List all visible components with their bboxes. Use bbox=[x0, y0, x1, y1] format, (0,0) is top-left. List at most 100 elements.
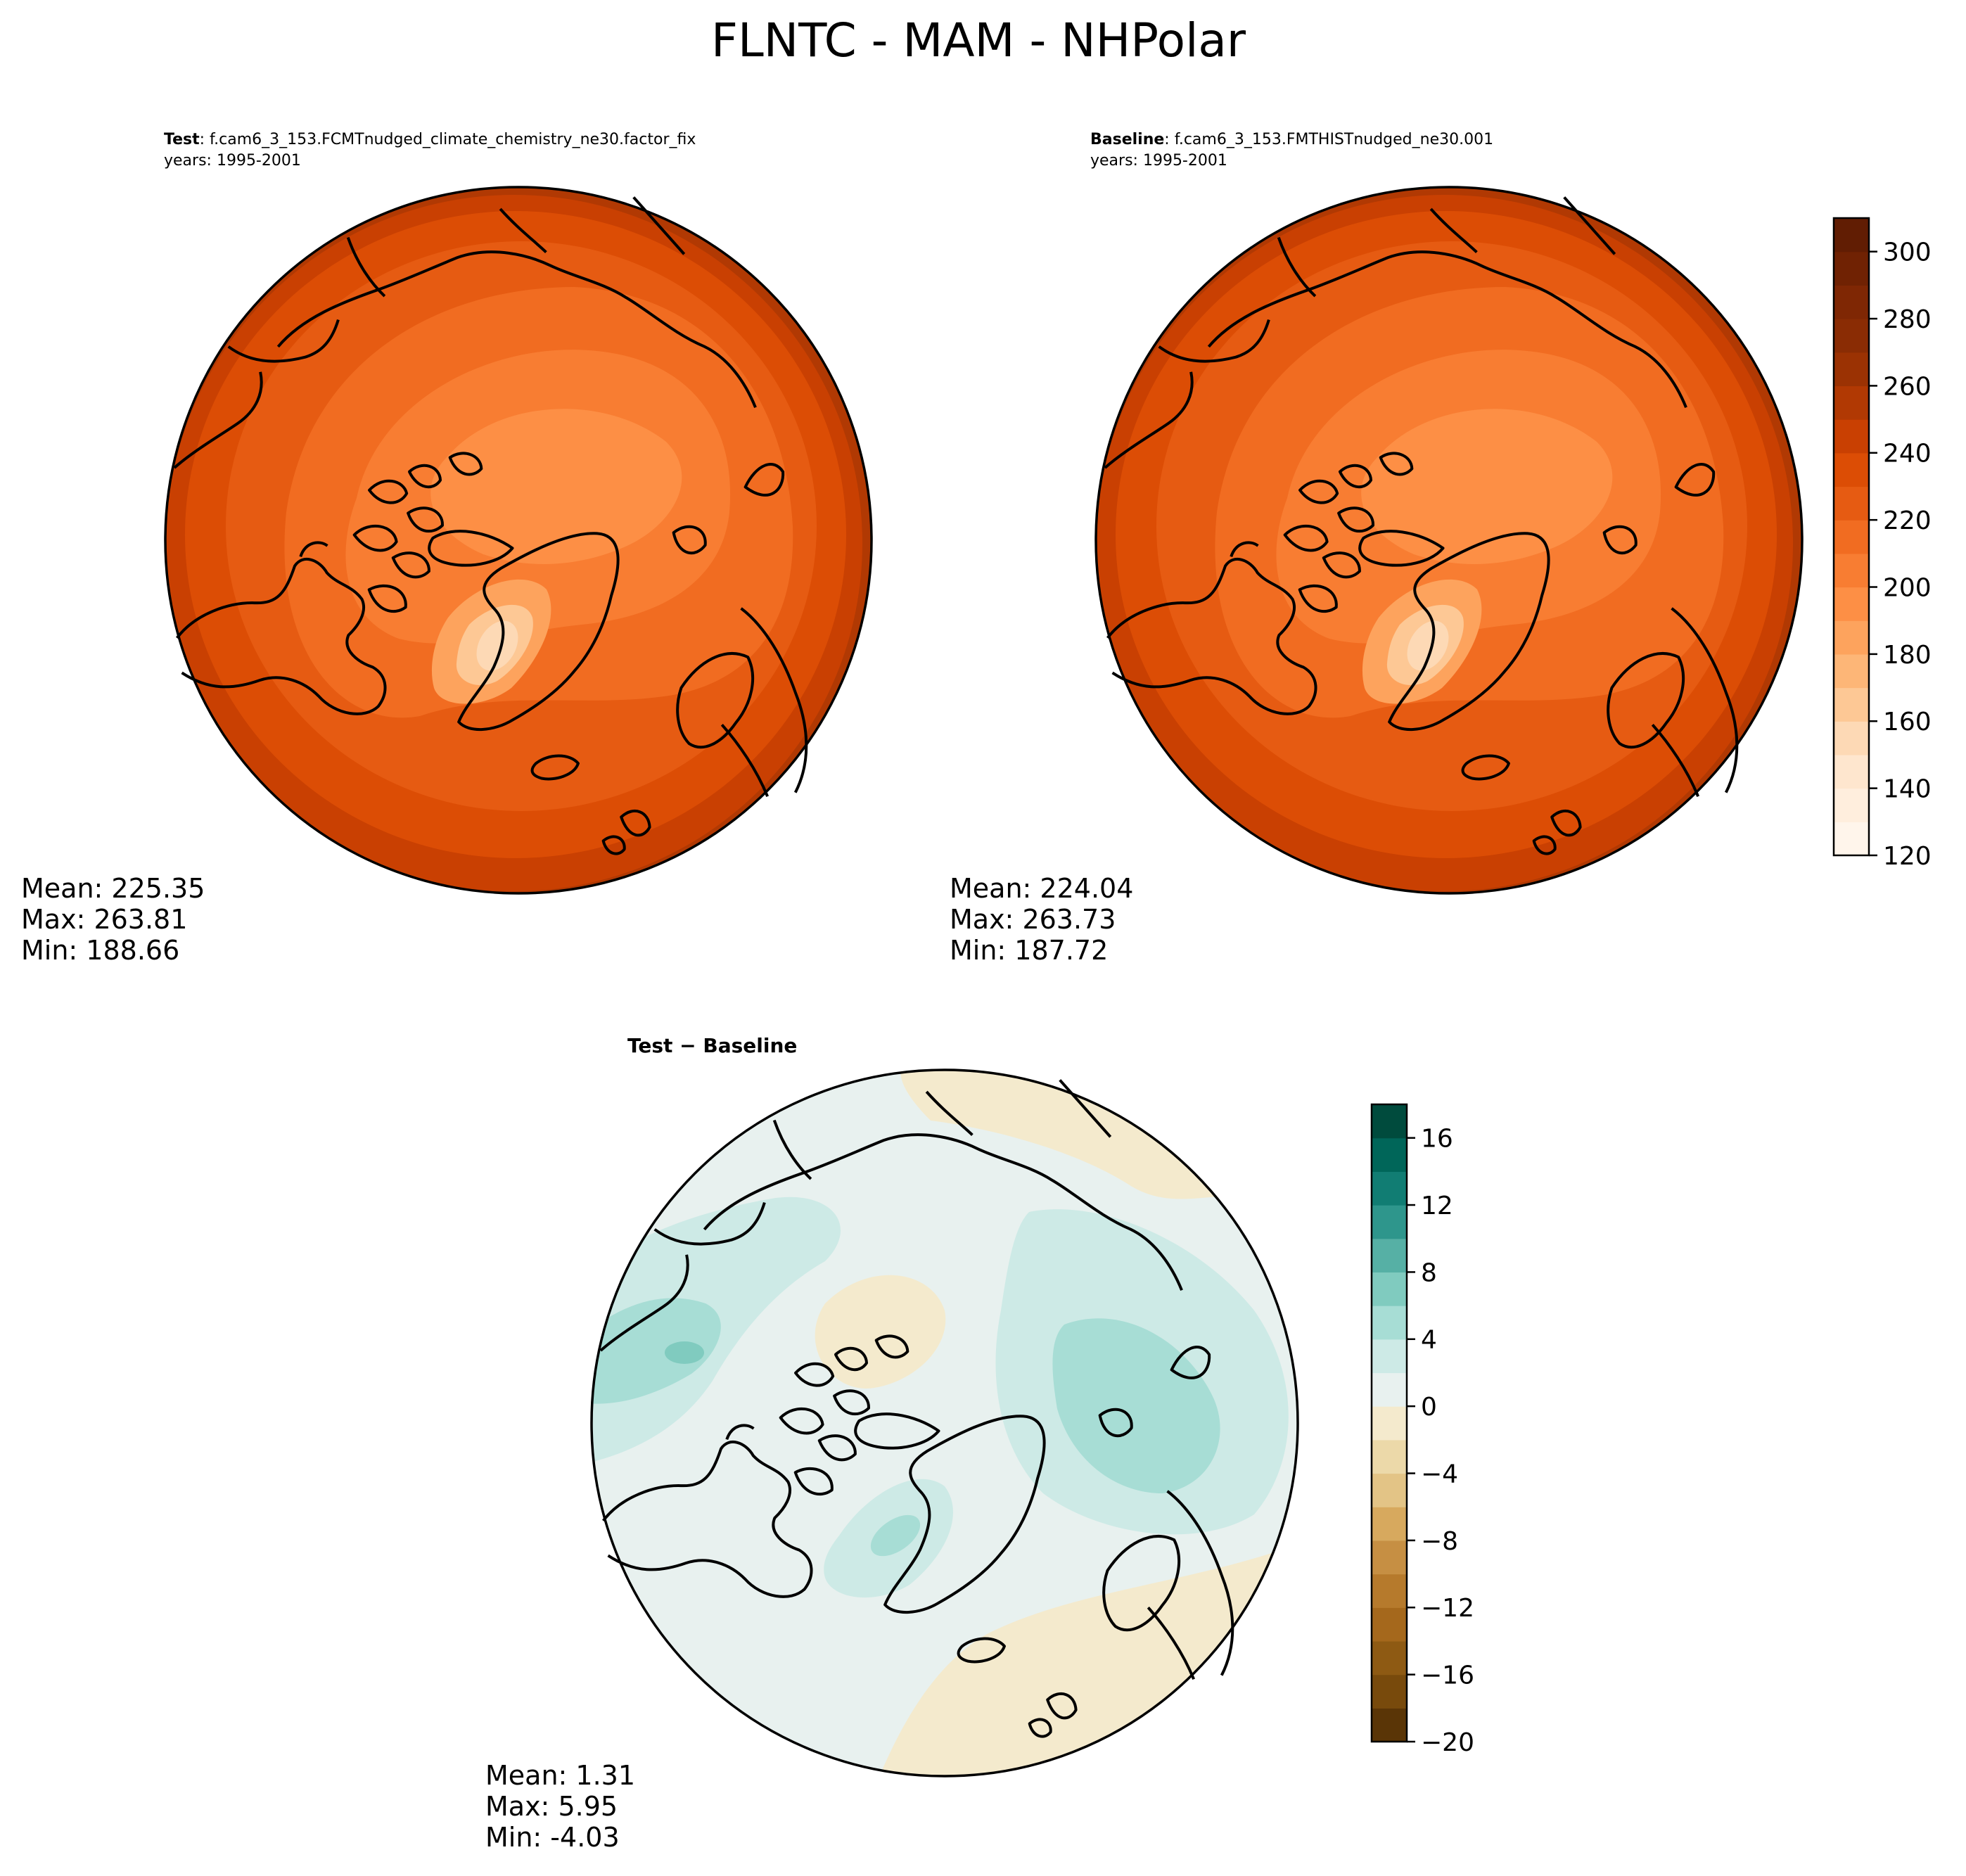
colorbar-tick-label: 120 bbox=[1883, 842, 1932, 871]
colorbar-segment bbox=[1834, 452, 1869, 487]
colorbar-segment bbox=[1834, 486, 1869, 521]
colorbar-frame bbox=[1370, 1103, 1408, 1743]
colorbar-segment bbox=[1834, 285, 1869, 319]
colorbar-segment bbox=[1372, 1674, 1407, 1709]
colorbar-tick-label: 0 bbox=[1421, 1393, 1437, 1422]
colorbar-tick-label: 180 bbox=[1883, 641, 1932, 670]
contour-band bbox=[870, 1514, 921, 1557]
contour-band bbox=[900, 1070, 1240, 1199]
baseline-min: Min: 187.72 bbox=[950, 935, 1108, 966]
test-contour-field bbox=[165, 187, 872, 893]
diff-contour-field bbox=[592, 1070, 1298, 1776]
colorbar-tick-label: −12 bbox=[1421, 1594, 1474, 1623]
colorbar-segment bbox=[1834, 687, 1869, 722]
contour-band bbox=[815, 1275, 946, 1389]
contour-band bbox=[665, 1341, 704, 1364]
colorbar-segment bbox=[1372, 1507, 1407, 1541]
colorbar-segment bbox=[1372, 1137, 1407, 1172]
colorbar-segment bbox=[1834, 218, 1869, 253]
colorbar-segment bbox=[1834, 319, 1869, 353]
colorbar-segment bbox=[1834, 587, 1869, 621]
diff-map-boundary bbox=[590, 1068, 1299, 1778]
colorbar-tick-label: −4 bbox=[1421, 1460, 1458, 1488]
colorbar-segment bbox=[1372, 1473, 1407, 1507]
colorbar-segment bbox=[1372, 1306, 1407, 1340]
colorbar-segment bbox=[1372, 1439, 1407, 1474]
baseline-mean: Mean: 224.04 bbox=[950, 873, 1133, 904]
colorbar-segment bbox=[1834, 352, 1869, 387]
contour-band bbox=[1052, 1318, 1220, 1493]
colorbar-tick-label: 16 bbox=[1421, 1125, 1453, 1154]
baseline-years: years: 1995-2001 bbox=[1090, 152, 1227, 170]
colorbar-segment bbox=[1834, 721, 1869, 755]
colorbar-tick-label: 220 bbox=[1883, 506, 1932, 535]
diff-mean: Mean: 1.31 bbox=[485, 1760, 635, 1791]
baseline-max: Max: 263.73 bbox=[950, 904, 1116, 935]
test-panel-label: Test: f.cam6_3_153.FCMTnudged_climate_ch… bbox=[164, 131, 696, 148]
colorbar-segment bbox=[1372, 1171, 1407, 1206]
diff-max: Max: 5.95 bbox=[485, 1791, 618, 1822]
diff-map bbox=[592, 1070, 1298, 1776]
colorbar-segment bbox=[1834, 385, 1869, 420]
contour-band bbox=[476, 620, 518, 671]
baseline-map-boundary bbox=[1094, 186, 1804, 895]
colorbar-tick-label: 300 bbox=[1883, 238, 1932, 267]
colorbar-segment bbox=[1372, 1607, 1407, 1642]
diff-panel: Test − Baseline Mean: 1.31 Max: 5.95 Min… bbox=[485, 1034, 1299, 1853]
test-label-bold: Test bbox=[164, 131, 200, 148]
colorbar-tick-label: 260 bbox=[1883, 372, 1932, 401]
contour-band bbox=[430, 409, 682, 564]
test-map-boundary bbox=[164, 186, 873, 895]
colorbar-tick-label: 280 bbox=[1883, 305, 1932, 334]
colorbar-tick-label: 4 bbox=[1421, 1326, 1437, 1355]
colorbar-segment bbox=[1372, 1205, 1407, 1239]
colorbar-tick-label: 160 bbox=[1883, 708, 1932, 736]
colorbar-segment bbox=[1372, 1372, 1407, 1407]
colorbar-tick-label: −20 bbox=[1421, 1728, 1474, 1757]
test-min: Min: 188.66 bbox=[21, 935, 179, 966]
test-years: years: 1995-2001 bbox=[164, 152, 301, 170]
baseline-panel-label: Baseline: f.cam6_3_153.FMTHISTnudged_ne3… bbox=[1090, 131, 1493, 148]
baseline-label-bold: Baseline bbox=[1090, 131, 1164, 148]
baseline-contour-field bbox=[1096, 187, 1802, 893]
baseline-panel: Baseline: f.cam6_3_153.FMTHISTnudged_ne3… bbox=[950, 131, 1804, 966]
colorbar-tick-label: 140 bbox=[1883, 775, 1932, 804]
contour-band bbox=[592, 1298, 721, 1404]
test-map bbox=[165, 187, 872, 893]
colorbar-segment bbox=[1372, 1272, 1407, 1306]
main-colorbar: 120 140 160 180 200 220 240 260 280 300 bbox=[1832, 217, 1932, 871]
colorbar-segment bbox=[1834, 620, 1869, 655]
contour-band bbox=[1407, 620, 1449, 671]
colorbar-tick-label: −16 bbox=[1421, 1661, 1474, 1690]
colorbar-segment bbox=[1372, 1238, 1407, 1273]
baseline-map bbox=[1096, 187, 1802, 893]
colorbar-segment bbox=[1834, 251, 1869, 286]
test-label-case: : f.cam6_3_153.FCMTnudged_climate_chemis… bbox=[200, 131, 696, 148]
colorbar-segment bbox=[1834, 653, 1869, 689]
diff-colorbar: −20 −16 −12 −8 −4 0 4 8 12 16 bbox=[1370, 1103, 1474, 1757]
colorbar-tick-label: 240 bbox=[1883, 440, 1932, 468]
baseline-label-case: : f.cam6_3_153.FMTHISTnudged_ne30.001 bbox=[1164, 131, 1493, 148]
colorbar-segment bbox=[1372, 1708, 1407, 1742]
colorbar-segment bbox=[1834, 419, 1869, 454]
colorbar-tick-label: −8 bbox=[1421, 1527, 1458, 1556]
test-panel: Test: f.cam6_3_153.FCMTnudged_climate_ch… bbox=[21, 131, 873, 966]
test-mean: Mean: 225.35 bbox=[21, 873, 205, 904]
colorbar-frame bbox=[1832, 217, 1870, 857]
colorbar-segment bbox=[1834, 520, 1869, 554]
colorbar-segment bbox=[1372, 1574, 1407, 1608]
contour-band bbox=[1361, 409, 1613, 564]
colorbar-tick-label: 12 bbox=[1421, 1192, 1453, 1220]
test-max: Max: 263.81 bbox=[21, 904, 187, 935]
colorbar-segment bbox=[1372, 1339, 1407, 1374]
colorbar-tick-label: 8 bbox=[1421, 1258, 1437, 1287]
colorbar-segment bbox=[1834, 788, 1869, 822]
colorbar-segment bbox=[1834, 754, 1869, 789]
colorbar-tick-label: 200 bbox=[1883, 573, 1932, 602]
colorbar-segment bbox=[1834, 822, 1869, 856]
diff-min: Min: -4.03 bbox=[485, 1822, 620, 1853]
colorbar-segment bbox=[1372, 1104, 1407, 1139]
colorbar-segment bbox=[1834, 553, 1869, 588]
figure-title: FLNTC - MAM - NHPolar bbox=[711, 13, 1246, 68]
